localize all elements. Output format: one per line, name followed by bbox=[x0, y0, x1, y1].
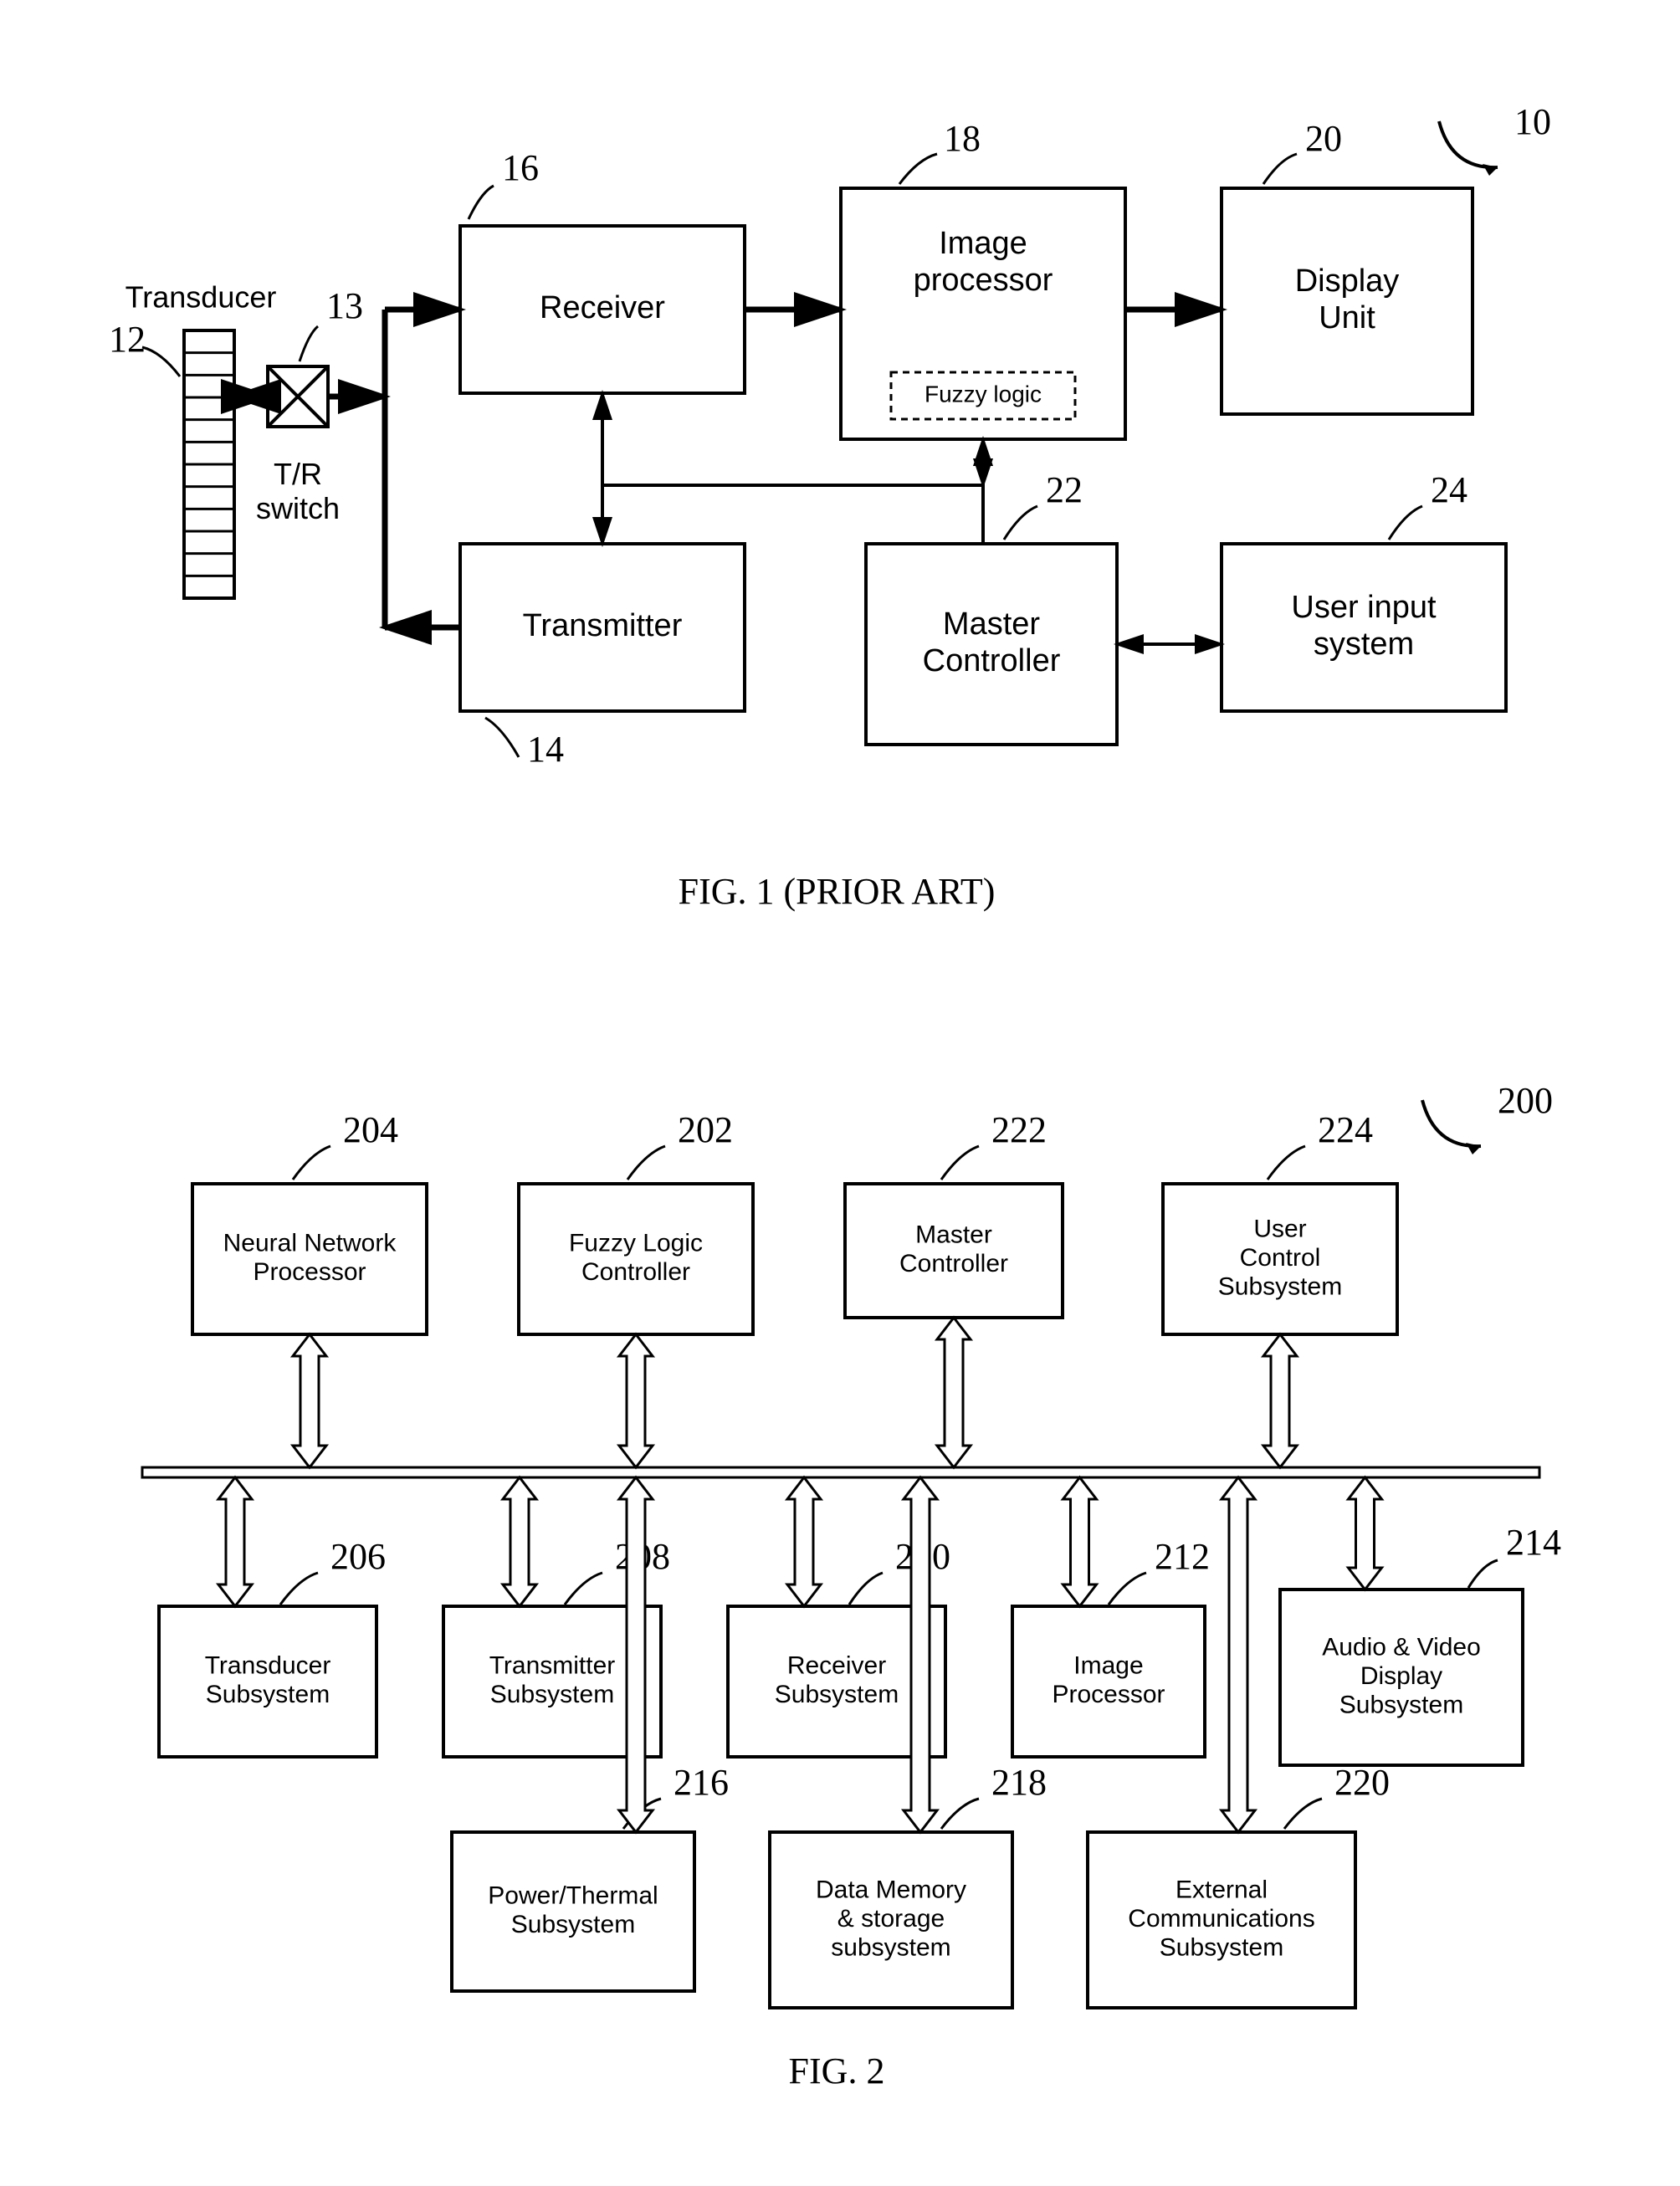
svg-text:Processor: Processor bbox=[253, 1258, 366, 1286]
svg-text:Receiver: Receiver bbox=[540, 290, 665, 325]
svg-text:20: 20 bbox=[1305, 118, 1342, 159]
svg-text:Unit: Unit bbox=[1319, 300, 1375, 335]
svg-text:12: 12 bbox=[109, 319, 146, 360]
svg-text:214: 214 bbox=[1506, 1522, 1561, 1563]
svg-text:subsystem: subsystem bbox=[831, 1933, 950, 1961]
svg-text:204: 204 bbox=[343, 1109, 398, 1150]
svg-text:Display: Display bbox=[1295, 264, 1400, 299]
svg-text:External: External bbox=[1175, 1876, 1268, 1903]
svg-text:Transducer: Transducer bbox=[125, 280, 277, 315]
svg-text:Image: Image bbox=[1073, 1652, 1143, 1680]
svg-text:Transmitter: Transmitter bbox=[489, 1652, 616, 1680]
svg-text:Subsystem: Subsystem bbox=[511, 1911, 635, 1938]
svg-text:Subsystem: Subsystem bbox=[1160, 1933, 1283, 1961]
svg-text:Subsystem: Subsystem bbox=[490, 1681, 614, 1708]
svg-text:14: 14 bbox=[527, 729, 564, 770]
svg-text:Transducer: Transducer bbox=[205, 1652, 331, 1680]
svg-text:Subsystem: Subsystem bbox=[206, 1681, 330, 1708]
svg-text:Fuzzy logic: Fuzzy logic bbox=[925, 381, 1042, 407]
svg-text:218: 218 bbox=[991, 1762, 1047, 1803]
svg-text:202: 202 bbox=[678, 1109, 733, 1150]
svg-text:processor: processor bbox=[914, 263, 1053, 298]
svg-text:16: 16 bbox=[502, 147, 539, 188]
svg-text:13: 13 bbox=[326, 285, 363, 326]
svg-text:Display: Display bbox=[1360, 1662, 1442, 1690]
svg-text:220: 220 bbox=[1334, 1762, 1390, 1803]
svg-text:24: 24 bbox=[1431, 469, 1467, 510]
svg-text:switch: switch bbox=[256, 491, 340, 525]
svg-text:User input: User input bbox=[1291, 590, 1437, 625]
svg-text:Image: Image bbox=[939, 226, 1027, 261]
svg-text:216: 216 bbox=[674, 1762, 729, 1803]
svg-text:Subsystem: Subsystem bbox=[775, 1681, 899, 1708]
svg-text:FIG. 2: FIG. 2 bbox=[789, 2050, 885, 2091]
svg-text:Subsystem: Subsystem bbox=[1339, 1691, 1463, 1718]
svg-text:& storage: & storage bbox=[837, 1905, 945, 1933]
svg-text:Controller: Controller bbox=[581, 1258, 690, 1286]
svg-text:Audio & Video: Audio & Video bbox=[1322, 1633, 1481, 1661]
svg-text:Controller: Controller bbox=[923, 643, 1061, 678]
svg-text:Power/Thermal: Power/Thermal bbox=[488, 1882, 658, 1910]
svg-text:200: 200 bbox=[1498, 1080, 1553, 1121]
svg-text:Neural Network: Neural Network bbox=[223, 1230, 397, 1257]
svg-text:Control: Control bbox=[1240, 1244, 1321, 1272]
svg-text:Communications: Communications bbox=[1128, 1905, 1314, 1933]
svg-text:Controller: Controller bbox=[899, 1250, 1008, 1277]
svg-text:Data Memory: Data Memory bbox=[816, 1876, 966, 1903]
svg-text:212: 212 bbox=[1155, 1536, 1210, 1577]
svg-text:18: 18 bbox=[944, 118, 981, 159]
svg-text:Master: Master bbox=[943, 607, 1040, 642]
svg-text:system: system bbox=[1314, 627, 1414, 662]
svg-text:Processor: Processor bbox=[1052, 1681, 1165, 1708]
svg-text:Receiver: Receiver bbox=[787, 1652, 886, 1680]
svg-text:FIG. 1 (PRIOR ART): FIG. 1 (PRIOR ART) bbox=[679, 871, 996, 912]
svg-text:Subsystem: Subsystem bbox=[1218, 1272, 1342, 1300]
svg-text:User: User bbox=[1253, 1215, 1306, 1242]
svg-text:Transmitter: Transmitter bbox=[523, 608, 683, 643]
svg-text:222: 222 bbox=[991, 1109, 1047, 1150]
svg-text:Fuzzy Logic: Fuzzy Logic bbox=[569, 1230, 703, 1257]
svg-text:10: 10 bbox=[1514, 101, 1551, 142]
svg-text:Master: Master bbox=[915, 1221, 992, 1249]
svg-text:206: 206 bbox=[330, 1536, 386, 1577]
svg-text:22: 22 bbox=[1046, 469, 1083, 510]
svg-text:T/R: T/R bbox=[274, 457, 322, 491]
svg-text:224: 224 bbox=[1318, 1109, 1373, 1150]
